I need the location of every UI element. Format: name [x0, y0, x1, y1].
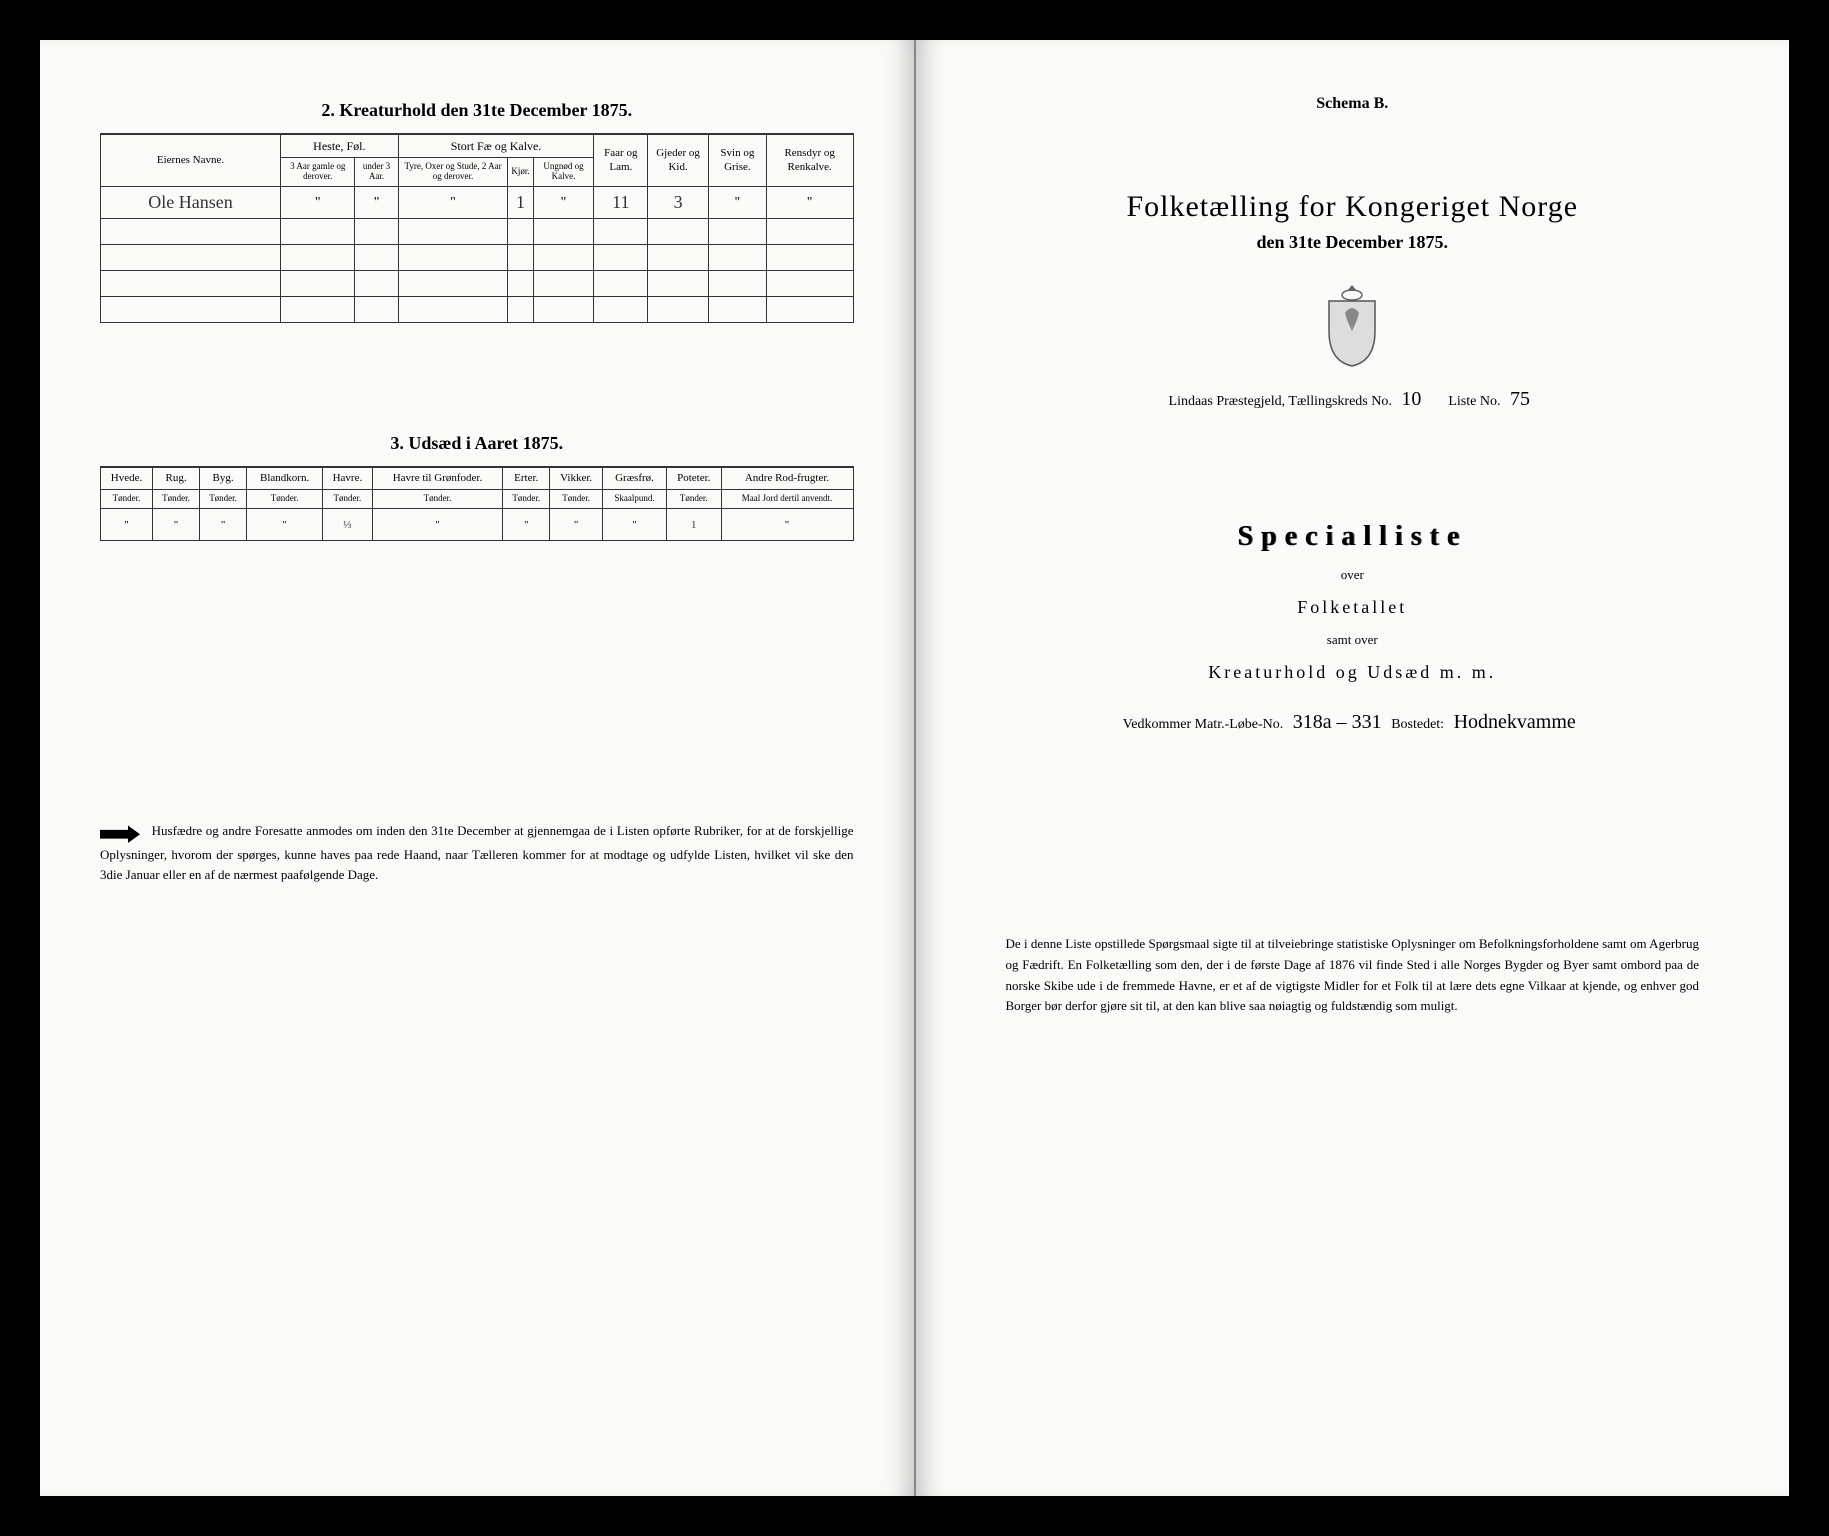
- cell: ": [766, 187, 853, 219]
- liste-label: Liste No.: [1448, 394, 1500, 409]
- section-3-title: 3. Udsæd i Aaret 1875.: [100, 433, 854, 454]
- bosted-name: Hodnekvamme: [1448, 711, 1582, 733]
- table-row: " " " " ⅓ " " " " 1 ": [101, 509, 854, 541]
- col-bland: Blandkorn.: [247, 468, 323, 490]
- right-page: Schema B. Folketælling for Kongeriget No…: [916, 40, 1790, 1496]
- left-page: 2. Kreaturhold den 31te December 1875. E…: [40, 40, 916, 1496]
- cell: ⅓: [323, 509, 373, 541]
- col-rug: Rug.: [153, 468, 200, 490]
- sub-unit: Maal Jord dertil anvendt.: [721, 490, 853, 509]
- table-row-empty: [101, 297, 854, 323]
- sub-unit: Skaalpund.: [603, 490, 667, 509]
- schema-label: Schema B.: [1316, 95, 1388, 113]
- sub-unit: Tønder.: [666, 490, 721, 509]
- cell: ": [721, 509, 853, 541]
- folketallet-label: Folketallet: [976, 597, 1730, 618]
- cell: ": [200, 509, 247, 541]
- sub-unit: Tønder.: [200, 490, 247, 509]
- col-heste: Heste, Føl.: [281, 135, 399, 158]
- section-2-title: 2. Kreaturhold den 31te December 1875.: [100, 100, 854, 121]
- col-graes: Græsfrø.: [603, 468, 667, 490]
- cell: ": [533, 187, 594, 219]
- sub-unit: Tønder.: [101, 490, 153, 509]
- district-line: Lindaas Præstegjeld, Tællingskreds No. 1…: [976, 388, 1730, 411]
- col-byg: Byg.: [200, 468, 247, 490]
- col-stort-3: Ungnød og Kalve.: [533, 158, 594, 187]
- col-svin: Svin og Grise.: [708, 135, 766, 187]
- table-row: Ole Hansen " " " 1 " 11 3 " ": [101, 187, 854, 219]
- main-title: Folketælling for Kongeriget Norge: [976, 190, 1730, 224]
- col-erter: Erter.: [503, 468, 550, 490]
- sub-unit: Tønder.: [550, 490, 603, 509]
- col-owner: Eiernes Navne.: [101, 135, 281, 187]
- scanned-spread: 2. Kreaturhold den 31te December 1875. E…: [40, 40, 1789, 1496]
- col-stort: Stort Fæ og Kalve.: [398, 135, 594, 158]
- cell: ": [503, 509, 550, 541]
- liste-no: 75: [1504, 388, 1536, 410]
- cell: ": [603, 509, 667, 541]
- cell: ": [355, 187, 398, 219]
- matr-no: 318a – 331: [1287, 711, 1388, 733]
- col-vikker: Vikker.: [550, 468, 603, 490]
- sub-unit: Tønder.: [503, 490, 550, 509]
- cell: ": [153, 509, 200, 541]
- pointing-hand-icon: [100, 823, 140, 845]
- cell: 3: [648, 187, 709, 219]
- samt-label: samt over: [976, 632, 1730, 648]
- kreaturhold-label: Kreaturhold og Udsæd m. m.: [976, 662, 1730, 683]
- udsaed-table: Hvede. Rug. Byg. Blandkorn. Havre. Havre…: [100, 467, 854, 541]
- sub-unit: Tønder.: [323, 490, 373, 509]
- cell: 11: [594, 187, 648, 219]
- vedkommer-line: Vedkommer Matr.-Løbe-No. 318a – 331 Bost…: [976, 711, 1730, 734]
- vedkommer-label: Vedkommer Matr.-Løbe-No.: [1123, 717, 1284, 732]
- cell: 1: [508, 187, 533, 219]
- cell: ": [398, 187, 508, 219]
- col-heste-2: under 3 Aar.: [355, 158, 398, 187]
- district-prefix: Lindaas Præstegjeld, Tællingskreds No.: [1169, 394, 1392, 409]
- col-andre: Andre Rod-frugter.: [721, 468, 853, 490]
- district-no: 10: [1395, 388, 1427, 410]
- owner-name: Ole Hansen: [101, 187, 281, 219]
- cell: ": [550, 509, 603, 541]
- col-havre: Havre.: [323, 468, 373, 490]
- col-faar: Faar og Lam.: [594, 135, 648, 187]
- sub-unit: Tønder.: [247, 490, 323, 509]
- bosted-label: Bostedet:: [1391, 717, 1444, 732]
- cell: ": [101, 509, 153, 541]
- col-stort-2: Kjør.: [508, 158, 533, 187]
- sub-unit: Tønder.: [372, 490, 503, 509]
- footnote-block: Husfædre og andre Foresatte anmodes om i…: [100, 821, 854, 884]
- col-havregr: Havre til Grønfoder.: [372, 468, 503, 490]
- main-subtitle: den 31te December 1875.: [976, 232, 1730, 253]
- cell: 1: [666, 509, 721, 541]
- specialliste-title: Specialliste: [976, 521, 1730, 553]
- coat-of-arms-icon: [1317, 283, 1387, 368]
- over-label: over: [976, 567, 1730, 583]
- col-poteter: Poteter.: [666, 468, 721, 490]
- col-heste-1: 3 Aar gamle og derover.: [281, 158, 355, 187]
- cell: ": [281, 187, 355, 219]
- cell: ": [372, 509, 503, 541]
- cell: ": [247, 509, 323, 541]
- kreaturhold-table: Eiernes Navne. Heste, Føl. Stort Fæ og K…: [100, 134, 854, 323]
- col-hvede: Hvede.: [101, 468, 153, 490]
- table-row-empty: [101, 219, 854, 245]
- cell: ": [708, 187, 766, 219]
- col-ren: Rensdyr og Renkalve.: [766, 135, 853, 187]
- table-row-empty: [101, 271, 854, 297]
- col-gjeder: Gjeder og Kid.: [648, 135, 709, 187]
- footnote-text: Husfædre og andre Foresatte anmodes om i…: [100, 823, 854, 882]
- bottom-paragraph: De i denne Liste opstillede Spørgsmaal s…: [976, 934, 1730, 1017]
- sub-unit: Tønder.: [153, 490, 200, 509]
- col-stort-1: Tyre, Oxer og Stude, 2 Aar og derover.: [398, 158, 508, 187]
- table-row-empty: [101, 245, 854, 271]
